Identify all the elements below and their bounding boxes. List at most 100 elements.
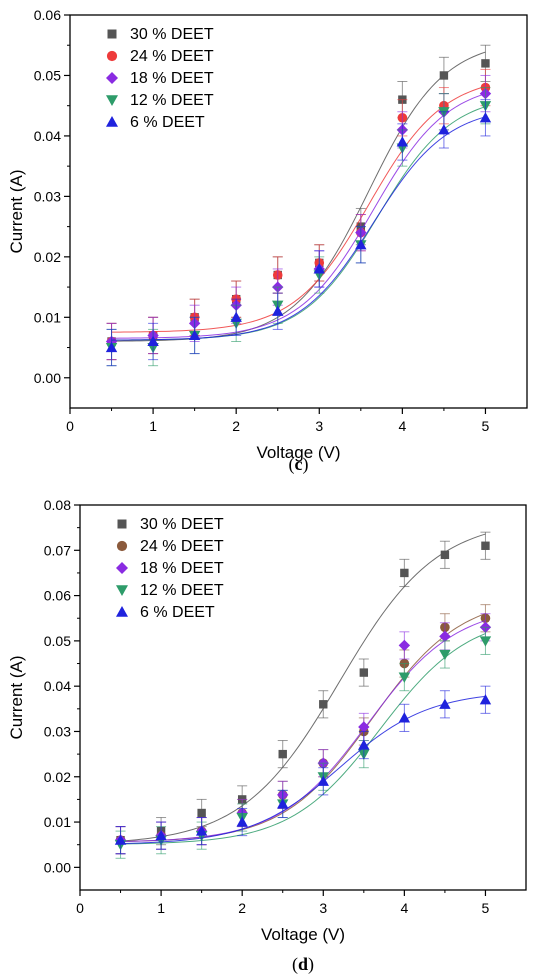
x-axis-title: Voltage (V) <box>256 443 340 462</box>
legend-marker <box>106 50 118 62</box>
series-24-deet <box>106 68 491 361</box>
x-tick-label: 4 <box>398 418 406 434</box>
data-point <box>481 59 490 68</box>
x-tick-label: 0 <box>66 418 74 434</box>
x-tick-label: 0 <box>76 900 84 916</box>
data-point <box>147 335 159 347</box>
x-tick-label: 1 <box>149 418 157 434</box>
panel-label: (c) <box>289 454 309 475</box>
y-tick-label: 0.02 <box>34 249 61 265</box>
y-tick-label: 0.02 <box>44 769 71 785</box>
legend-marker <box>116 606 128 617</box>
legend-label: 18 % DEET <box>130 70 214 87</box>
data-point <box>313 263 325 274</box>
data-point <box>439 649 451 661</box>
legend-label: 24 % DEET <box>140 538 224 555</box>
y-tick-label: 0.08 <box>44 497 71 513</box>
legend-marker <box>117 519 127 529</box>
legend-label: 24 % DEET <box>130 48 214 65</box>
series-30-deet <box>115 531 491 855</box>
y-tick-label: 0.06 <box>44 588 71 604</box>
y-tick-label: 0.00 <box>44 859 71 875</box>
data-point <box>396 136 409 147</box>
series-24-deet <box>115 604 491 855</box>
data-point <box>439 71 449 80</box>
series-6-deet <box>105 99 492 367</box>
legend-marker <box>116 540 128 552</box>
data-point <box>400 568 409 578</box>
legend-marker <box>107 29 117 39</box>
fit-curve <box>111 85 486 333</box>
legend-marker <box>116 585 128 596</box>
data-point <box>439 630 451 643</box>
series-12-deet <box>114 626 492 859</box>
fit-curve <box>111 116 486 341</box>
x-tick-label: 4 <box>400 900 408 916</box>
data-point <box>278 749 287 759</box>
legend-label: 6 % DEET <box>130 114 205 131</box>
data-point <box>188 329 201 341</box>
y-tick-label: 0.00 <box>34 370 61 386</box>
legend-label: 30 % DEET <box>130 26 214 43</box>
x-tick-label: 5 <box>482 900 490 916</box>
data-point <box>272 305 284 316</box>
fit-curve <box>120 620 486 843</box>
y-tick-label: 0.06 <box>34 7 61 23</box>
data-point <box>197 808 206 818</box>
fit-curve <box>111 93 486 339</box>
series-18-deet <box>114 613 492 855</box>
y-tick-label: 0.03 <box>34 188 61 204</box>
legend-marker <box>106 95 118 106</box>
legend-label: 6 % DEET <box>140 604 215 621</box>
data-point <box>317 775 329 786</box>
data-point <box>319 700 328 709</box>
data-point <box>105 341 118 353</box>
chart-panel-c: 0 1 2 3 4 5 0.00 0.01 0.02 0.03 0.04 0.05 0.06 Voltag… <box>7 7 528 475</box>
y-tick-label: 0.01 <box>44 814 71 830</box>
data-point <box>479 112 492 123</box>
y-tick-label: 0.04 <box>34 128 61 144</box>
data-point <box>398 672 411 683</box>
data-point <box>195 825 208 836</box>
x-tick-label: 2 <box>232 418 240 434</box>
x-tick-label: 2 <box>238 900 246 916</box>
legend-label: 12 % DEET <box>140 582 224 599</box>
data-point <box>440 550 450 560</box>
fit-curve <box>111 51 486 342</box>
y-axis-title: Current (A) <box>7 169 26 253</box>
data-point <box>358 739 370 750</box>
legend: 30 % DEET 24 % DEET 18 % DEET 12 % DEET 6 % … <box>106 26 214 131</box>
y-tick-label: 0.07 <box>44 542 71 558</box>
legend: 30 % DEET 24 % DEET 18 % DEET 12 % DEET 6 % … <box>116 516 224 621</box>
legend-label: 12 % DEET <box>130 92 214 109</box>
y-tick-label: 0.05 <box>44 633 71 649</box>
x-tick-label: 3 <box>315 418 323 434</box>
data-point <box>114 834 127 845</box>
chart-panel-d: 0 1 2 3 4 5 0.00 0.01 0.02 0.03 0.04 0.05 0.06 0.07 0.… <box>7 497 527 975</box>
plot-frame <box>79 504 527 891</box>
legend-marker <box>116 562 128 574</box>
data-point <box>481 541 490 550</box>
series-6-deet <box>114 685 492 855</box>
data-point <box>398 639 411 652</box>
x-axis-title: Voltage (V) <box>261 925 345 944</box>
data-point <box>236 816 248 827</box>
data-point <box>438 124 450 135</box>
y-axis-title: Current (A) <box>7 655 26 739</box>
data-point <box>359 668 369 677</box>
data-point <box>355 239 367 250</box>
data-point <box>398 712 411 723</box>
panel-label: (d) <box>292 954 314 975</box>
fit-curve <box>120 533 486 842</box>
data-point <box>230 311 242 322</box>
fit-curve <box>111 106 486 341</box>
fit-curve <box>120 613 486 843</box>
legend-marker <box>106 116 118 127</box>
y-tick-label: 0.04 <box>44 678 71 694</box>
y-tick-label: 0.03 <box>44 723 71 739</box>
data-point <box>439 698 451 709</box>
legend-label: 30 % DEET <box>140 516 224 533</box>
fit-curve <box>120 695 486 845</box>
x-tick-label: 5 <box>482 418 490 434</box>
